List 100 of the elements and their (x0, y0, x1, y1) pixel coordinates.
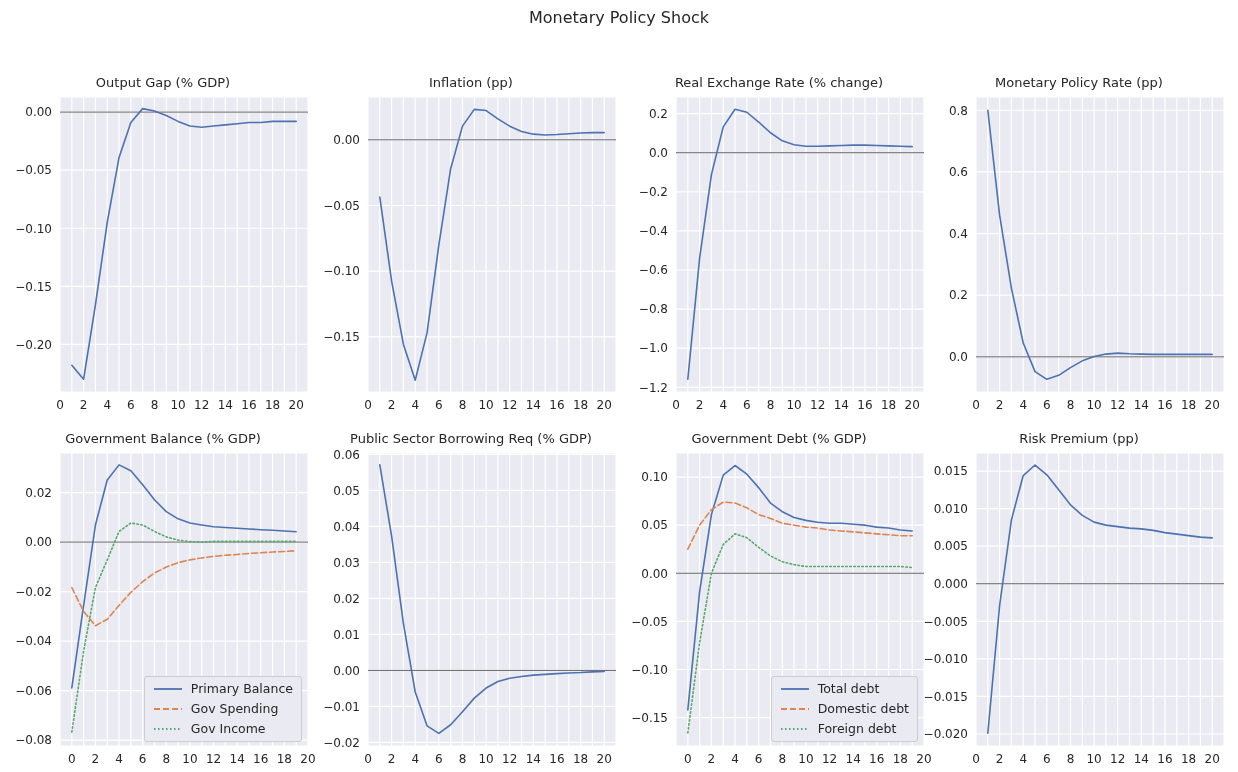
x-tick-label: 14 (1133, 397, 1149, 412)
y-tick-label: 0.0 (648, 145, 668, 160)
y-tick-label: −0.10 (15, 221, 52, 236)
x-tick-label: 8 (162, 751, 171, 766)
y-tick-label: 0.0 (948, 350, 968, 365)
x-tick-label: 2 (707, 751, 716, 766)
x-tick-label: 18 (572, 751, 589, 766)
x-tick-label: 10 (786, 397, 802, 412)
x-tick-label: 20 (288, 397, 304, 412)
y-tick-label: −0.8 (638, 302, 668, 317)
y-tick-label: 0.6 (948, 165, 968, 180)
x-tick-label: 0 (56, 397, 64, 412)
x-tick-label: 2 (91, 751, 100, 766)
x-tick-label: 12 (502, 397, 518, 412)
x-tick-label: 14 (525, 397, 541, 412)
x-tick-label: 18 (1180, 751, 1197, 766)
y-tick-label: −0.020 (923, 727, 968, 742)
y-tick-label: 0.2 (948, 288, 968, 303)
x-tick-label: 4 (103, 397, 112, 412)
x-tick-label: 16 (857, 397, 873, 412)
x-tick-label: 14 (217, 397, 233, 412)
y-tick-label: −1.2 (638, 380, 668, 395)
x-tick-label: 10 (798, 751, 814, 766)
x-tick-label: 10 (478, 751, 494, 766)
y-tick-label: 0.00 (333, 133, 360, 148)
x-tick-label: 20 (904, 397, 920, 412)
y-tick-label: 0.03 (333, 555, 360, 570)
x-tick-label: 14 (833, 397, 849, 412)
text: Monetary Policy Shock (527, 8, 710, 27)
x-tick-label: 16 (549, 397, 565, 412)
y-tick-label: −0.015 (923, 689, 968, 704)
y-tick-label: 0.00 (333, 663, 360, 678)
x-tick-label: 0 (972, 751, 980, 766)
x-tick-label: 20 (596, 397, 612, 412)
x-tick-label: 8 (150, 397, 159, 412)
y-tick-label: −0.4 (638, 224, 668, 239)
legend-label: Gov Spending (190, 700, 279, 718)
y-tick-label: −0.005 (923, 614, 968, 629)
x-tick-label: 18 (276, 751, 293, 766)
line-series (687, 464, 913, 711)
legend-label: Gov Income (190, 720, 266, 738)
x-tick-label: 6 (435, 397, 443, 412)
x-tick-label: 18 (572, 397, 589, 412)
y-tick-label: −0.15 (631, 710, 668, 725)
line-series (71, 549, 297, 627)
y-tick-label: 0.015 (933, 464, 968, 479)
x-tick-label: 12 (1110, 751, 1126, 766)
y-tick-label: −0.2 (638, 185, 668, 200)
y-tick-label: 0.05 (333, 483, 360, 498)
y-tick-label: −0.05 (323, 198, 360, 213)
y-tick-label: −0.05 (631, 614, 668, 629)
x-tick-label: 4 (1019, 397, 1028, 412)
x-tick-label: 12 (821, 751, 838, 766)
x-tick-label: 12 (810, 397, 826, 412)
chart-title: Government Debt (% GDP) (690, 430, 868, 448)
y-tick-label: 0.06 (333, 447, 360, 462)
y-tick-label: 0.02 (25, 485, 52, 500)
x-tick-label: 14 (525, 751, 541, 766)
x-tick-label: 0 (364, 397, 372, 412)
x-tick-label: 8 (1066, 397, 1075, 412)
chart-title: Monetary Policy Rate (pp) (994, 74, 1164, 92)
x-tick-label: 12 (502, 751, 518, 766)
y-tick-label: −0.20 (15, 337, 52, 352)
line-series (379, 108, 605, 381)
y-tick-label: −1.0 (638, 341, 668, 356)
x-tick-label: 6 (1043, 397, 1051, 412)
y-tick-label: 0.8 (948, 103, 968, 118)
x-tick-label: 0 (67, 751, 76, 766)
x-tick-label: 8 (778, 751, 787, 766)
y-tick-label: 0.05 (641, 518, 668, 533)
x-tick-label: 16 (241, 397, 257, 412)
x-tick-label: 2 (387, 397, 396, 412)
x-tick-label: 0 (672, 397, 680, 412)
chart-title: Public Sector Borrowing Req (% GDP) (350, 431, 592, 446)
x-tick-label: 0 (364, 751, 372, 766)
y-tick-label: 0.04 (333, 519, 360, 534)
line-series (987, 109, 1213, 381)
y-tick-label: −0.05 (15, 163, 52, 178)
x-tick-label: 4 (731, 751, 739, 766)
y-tick-label: 0.00 (25, 535, 52, 550)
y-tick-label: −0.04 (15, 634, 52, 649)
x-tick-label: 2 (79, 397, 88, 412)
x-tick-label: 6 (127, 397, 135, 412)
line-series (687, 533, 913, 734)
chart-title: Government Balance (% GDP) (64, 430, 262, 448)
x-tick-label: 4 (115, 751, 123, 766)
x-tick-label: 6 (138, 751, 147, 766)
y-tick-label: 0.02 (333, 591, 360, 606)
x-tick-label: 2 (995, 751, 1004, 766)
y-tick-label: 0.000 (933, 576, 968, 591)
line-series (687, 108, 913, 381)
legend-label: Foreign debt (817, 720, 897, 738)
x-tick-label: 18 (1180, 397, 1197, 412)
line-series (379, 464, 605, 735)
x-tick-label: 18 (892, 751, 909, 766)
x-tick-label: 16 (253, 751, 269, 766)
y-tick-label: 0.4 (948, 226, 968, 241)
y-tick-label: 0.00 (25, 105, 52, 120)
chart-title: Real Exchange Rate (% change) (673, 74, 885, 92)
x-tick-label: 20 (596, 751, 612, 766)
